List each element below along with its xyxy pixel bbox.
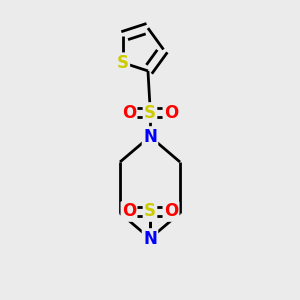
Text: O: O [164,202,178,220]
Text: S: S [144,103,156,122]
Text: S: S [144,202,156,220]
Text: O: O [122,202,136,220]
Text: S: S [117,54,129,72]
Text: N: N [143,128,157,146]
Text: O: O [122,103,136,122]
Text: O: O [164,103,178,122]
Text: N: N [143,230,157,247]
